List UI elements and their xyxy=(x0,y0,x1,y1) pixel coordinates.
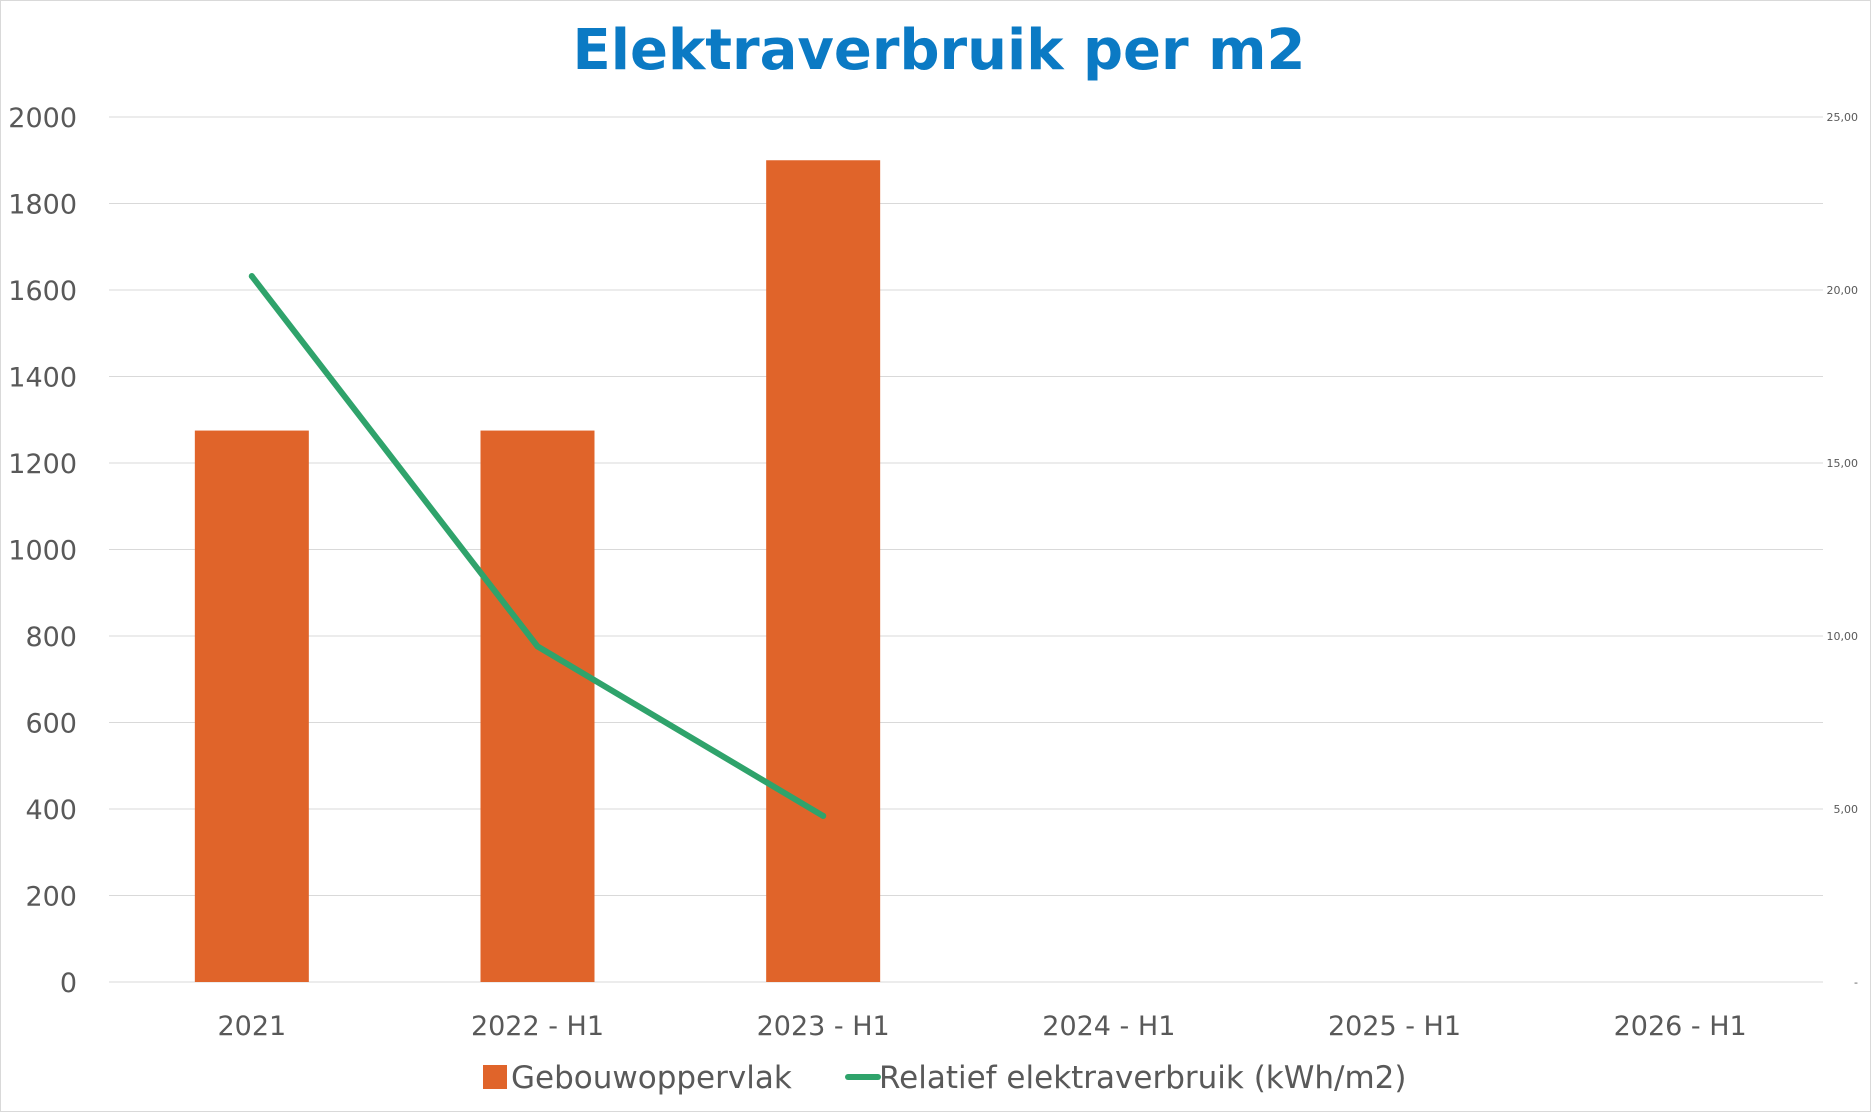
bar-series xyxy=(194,160,881,982)
left-axis-tick-label: 600 xyxy=(25,709,77,740)
left-axis-tick-label: 1800 xyxy=(8,190,77,221)
right-axis-tick-label: 15,00 xyxy=(1827,457,1859,470)
x-axis-tick-label: 2023 - H1 xyxy=(757,1011,890,1042)
x-axis-tick-label: 2021 xyxy=(217,1011,286,1042)
bar xyxy=(766,160,881,982)
line-series xyxy=(248,273,827,819)
right-axis-tick-label: - xyxy=(1854,976,1858,989)
left-axis-tick-label: 2000 xyxy=(8,103,77,134)
line-point xyxy=(248,273,255,280)
x-axis-tick-label: 2024 - H1 xyxy=(1042,1011,1175,1042)
right-axis-tick-label: 20,00 xyxy=(1827,284,1859,297)
left-axis: 0 200 400 600 800 1000 1200 1400 1600 1800 2000 xyxy=(8,103,77,999)
line-point xyxy=(534,643,541,650)
x-axis-tick-label: 2022 - H1 xyxy=(471,1011,604,1042)
x-axis-tick-label: 2026 - H1 xyxy=(1614,1011,1747,1042)
left-axis-tick-label: 400 xyxy=(25,795,77,826)
left-axis-tick-label: 200 xyxy=(25,882,77,913)
right-axis-tick-label: 5,00 xyxy=(1834,803,1859,816)
left-axis-tick-label: 1600 xyxy=(8,276,77,307)
left-axis-tick-label: 800 xyxy=(25,622,77,653)
legend: Gebouwoppervlak Relatief elektraverbruik… xyxy=(483,1060,1407,1096)
right-axis-tick-label: 25,00 xyxy=(1827,111,1859,124)
legend-label-bar: Gebouwoppervlak xyxy=(511,1060,792,1096)
gridlines xyxy=(109,116,1823,983)
bar xyxy=(194,430,309,982)
bar xyxy=(480,430,595,982)
left-axis-tick-label: 1000 xyxy=(8,536,77,567)
line-point xyxy=(820,812,827,819)
right-axis-tick-label: 10,00 xyxy=(1827,630,1859,643)
x-axis: 2021 2022 - H1 2023 - H1 2024 - H1 2025 - H1… xyxy=(217,1011,1746,1042)
legend-label-line: Relatief elektraverbruik (kWh/m2) xyxy=(879,1060,1407,1096)
x-axis-tick-label: 2025 - H1 xyxy=(1328,1011,1461,1042)
chart-title: Elektraverbruik per m2 xyxy=(573,18,1306,83)
left-axis-tick-label: 0 xyxy=(60,968,77,999)
right-axis: - 5,00 10,00 15,00 20,00 25,00 xyxy=(1827,111,1859,989)
left-axis-tick-label: 1400 xyxy=(8,363,77,394)
legend-swatch-bar xyxy=(483,1065,507,1089)
left-axis-tick-label: 1200 xyxy=(8,449,77,480)
